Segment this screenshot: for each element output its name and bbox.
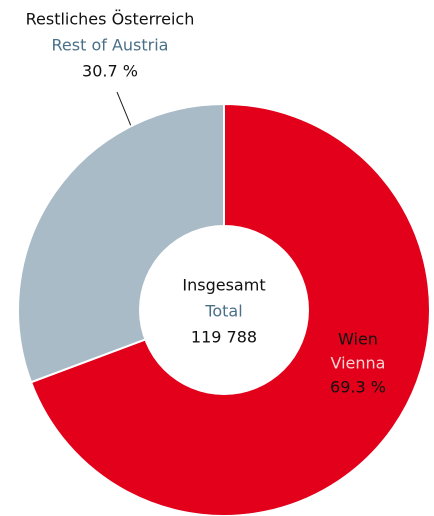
- center-subtitle: Total: [204, 302, 242, 321]
- slice-label-en: Vienna: [331, 354, 386, 373]
- value-label: 69.3 %: [330, 378, 386, 397]
- center-title: Insgesamt: [182, 276, 265, 295]
- donut-hole: [139, 225, 309, 395]
- slice-label: Wien: [338, 330, 378, 349]
- leader-line: [116, 91, 132, 127]
- value-label: 30.7 %: [82, 62, 138, 81]
- slice-label-en: Rest of Austria: [52, 36, 169, 55]
- total: 119 788: [191, 328, 257, 347]
- slice-label: Restliches Österreich: [26, 10, 195, 29]
